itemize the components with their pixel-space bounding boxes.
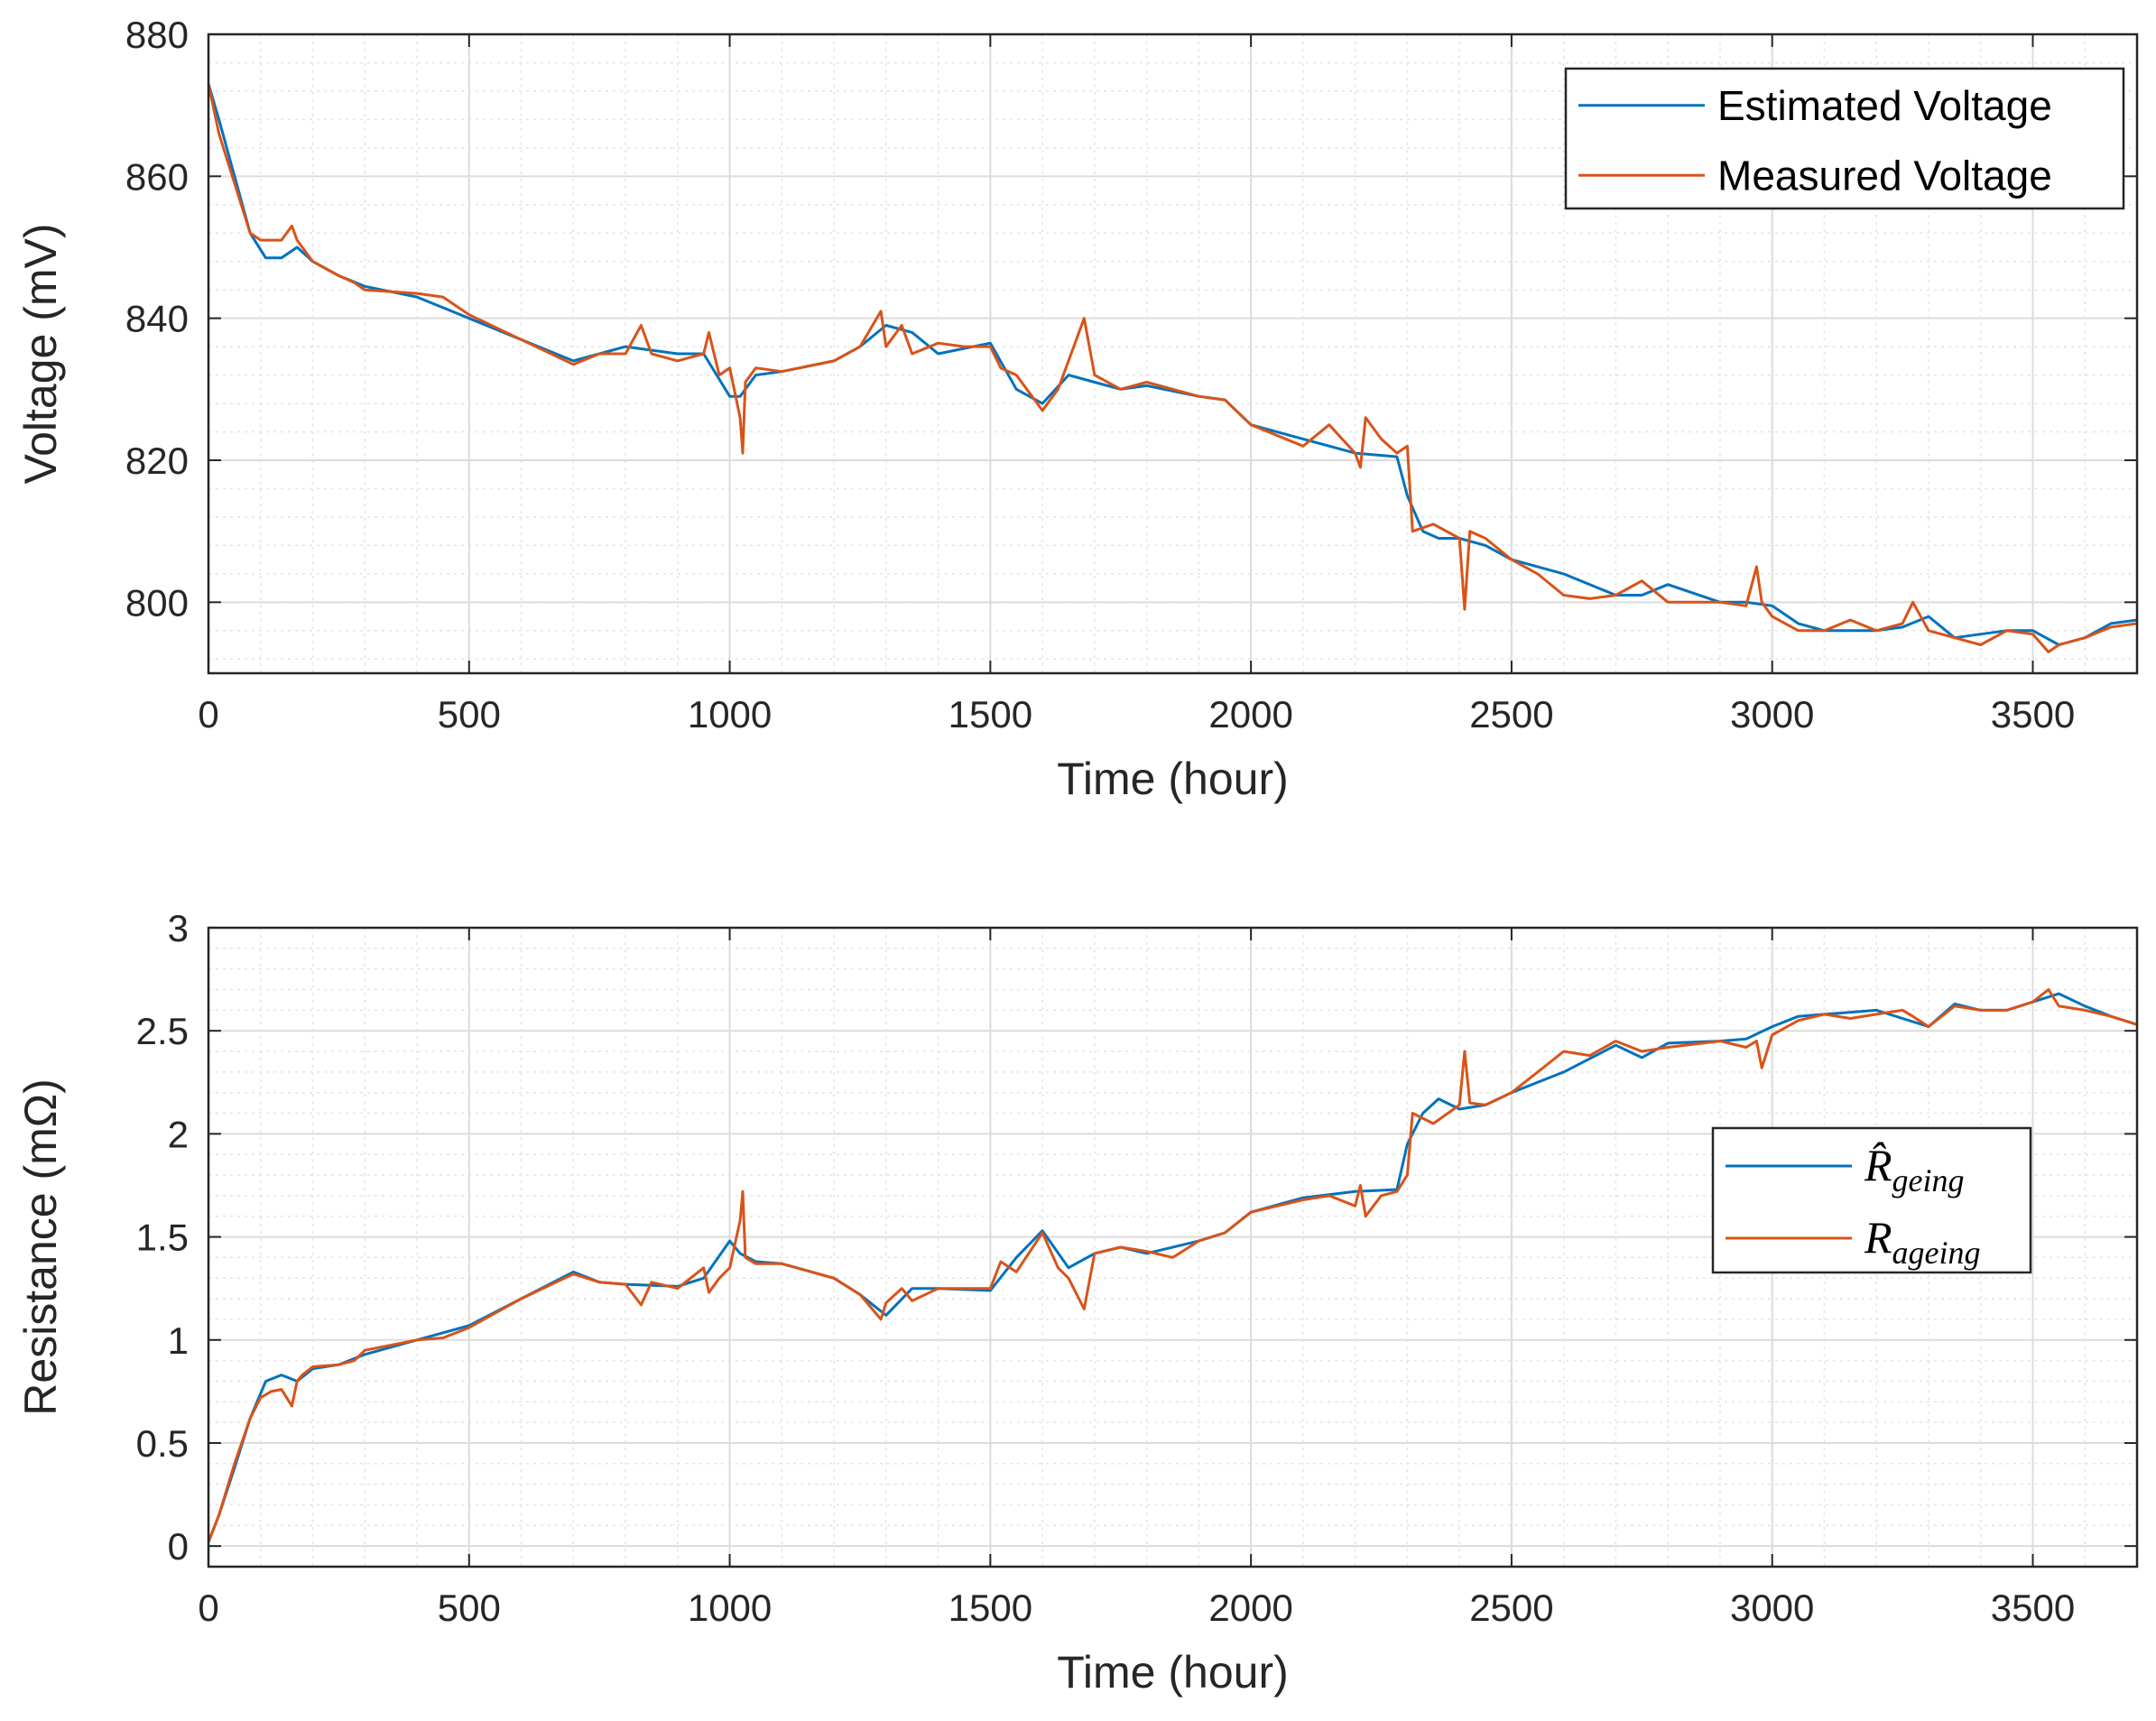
x-tick-label: 0 [198, 693, 218, 736]
voltage-panel: 0 500 1000 1500 2000 2500 3000 3500 800 820 840 860… [15, 14, 2139, 804]
y-tick-label: 840 [125, 298, 189, 340]
y-axis-label: Voltage (mV) [15, 223, 66, 484]
y-tick-label: 820 [125, 440, 189, 482]
legend-box [1564, 67, 2125, 210]
y-tick-label: 880 [125, 14, 189, 56]
legend: Estimated Voltage Measured Voltage [1564, 67, 2125, 210]
y-tick-label: 0.5 [136, 1422, 189, 1465]
y-axis-label: Resistance (mΩ) [15, 1078, 66, 1416]
y-tick-label: 0 [168, 1525, 189, 1568]
series-line-estimated [207, 83, 2138, 646]
y-tick-label: 860 [125, 155, 189, 198]
legend-label: Measured Voltage [1717, 152, 2052, 199]
y-tick-label: 2 [168, 1113, 189, 1155]
x-tick-label: 2500 [1469, 693, 1553, 736]
x-tick-label: 500 [438, 693, 501, 736]
x-tick-label: 1000 [688, 693, 772, 736]
x-tick-label: 2500 [1469, 1587, 1553, 1629]
x-tick-label: 3500 [1991, 693, 2075, 736]
x-axis-label: Time (hour) [1057, 1647, 1289, 1698]
legend-label: R̂geing [1864, 1140, 1965, 1198]
legend: R̂geing Rageing [1711, 1126, 2032, 1274]
legend-label: Rageing [1864, 1212, 1981, 1271]
x-tick-label: 2000 [1208, 1587, 1292, 1629]
y-tick-label: 3 [168, 907, 189, 949]
x-tick-label: 3500 [1991, 1587, 2075, 1629]
axes-frame [207, 32, 2139, 675]
x-tick-label: 3000 [1730, 1587, 1814, 1629]
resistance-panel: 0 500 1000 1500 2000 2500 3000 3500 0 0.5 1 1.5 2 2.5… [15, 907, 2139, 1698]
axes-frame [207, 926, 2139, 1568]
legend-label: Estimated Voltage [1717, 82, 2052, 129]
x-tick-label: 3000 [1730, 693, 1814, 736]
x-tick-label: 500 [438, 1587, 501, 1629]
y-tick-label: 1 [168, 1319, 189, 1362]
y-tick-label: 2.5 [136, 1010, 189, 1052]
y-tick-label: 800 [125, 581, 189, 624]
y-tick-label: 1.5 [136, 1217, 189, 1259]
x-tick-label: 1000 [688, 1587, 772, 1629]
x-tick-label: 0 [198, 1587, 218, 1629]
legend-box [1711, 1126, 2032, 1274]
x-tick-label: 1500 [948, 1587, 1032, 1629]
series-line-measured [207, 83, 2138, 653]
series-line-measured [207, 988, 2138, 1543]
x-tick-label: 1500 [948, 693, 1032, 736]
x-tick-label: 2000 [1208, 693, 1292, 736]
x-axis-label: Time (hour) [1057, 754, 1289, 804]
